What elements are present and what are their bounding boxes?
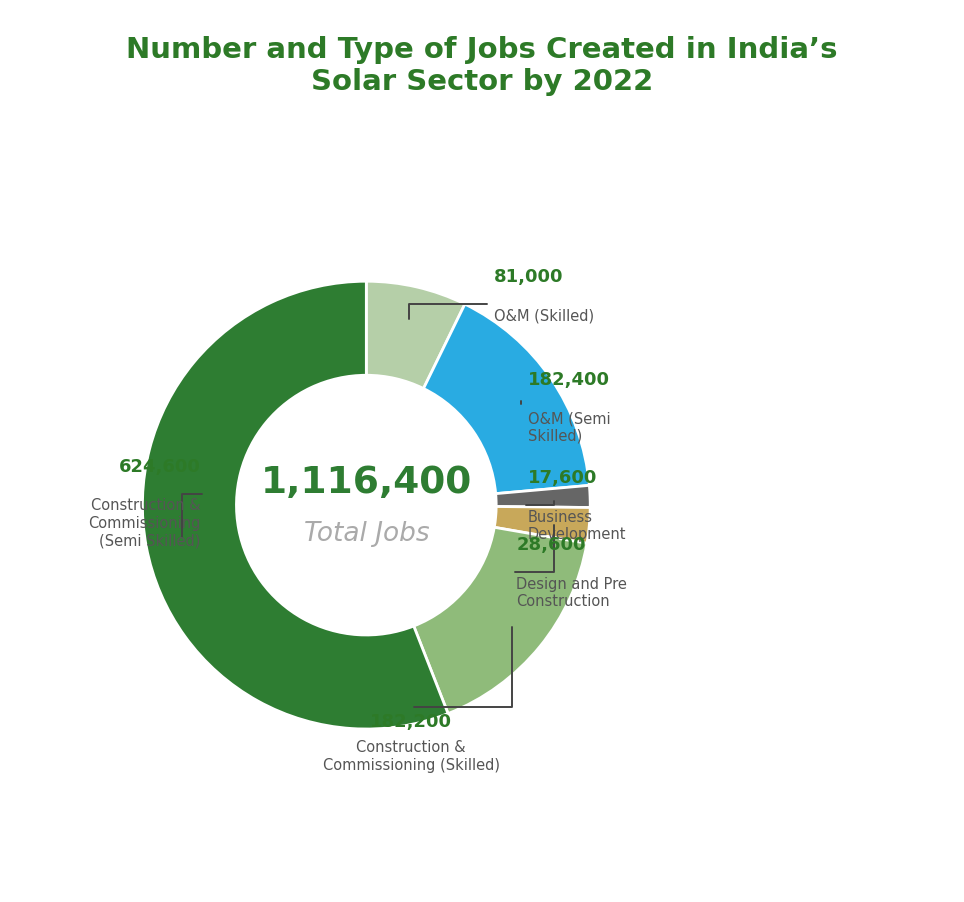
Text: Total Jobs: Total Jobs: [304, 521, 429, 548]
Text: 624,600: 624,600: [119, 458, 201, 476]
Text: O&M (Semi
Skilled): O&M (Semi Skilled): [527, 411, 610, 444]
Text: Construction &
Commissioning
(Semi Skilled): Construction & Commissioning (Semi Skill…: [89, 499, 201, 548]
Text: Design and Pre
Construction: Design and Pre Construction: [517, 576, 628, 609]
Text: O&M (Skilled): O&M (Skilled): [494, 308, 594, 323]
Wedge shape: [423, 304, 589, 493]
Wedge shape: [495, 485, 590, 508]
Wedge shape: [414, 528, 587, 713]
Text: 81,000: 81,000: [494, 268, 563, 286]
Text: 182,200: 182,200: [370, 713, 452, 732]
Text: Construction &
Commissioning (Skilled): Construction & Commissioning (Skilled): [323, 741, 499, 773]
Text: 182,400: 182,400: [527, 371, 609, 389]
Text: 28,600: 28,600: [517, 537, 586, 555]
Wedge shape: [366, 281, 465, 389]
Text: Business
Development: Business Development: [527, 510, 626, 542]
Wedge shape: [143, 281, 448, 729]
Text: 17,600: 17,600: [527, 469, 597, 487]
Wedge shape: [495, 507, 590, 543]
Text: 1,116,400: 1,116,400: [260, 465, 472, 501]
Text: Number and Type of Jobs Created in India’s
Solar Sector by 2022: Number and Type of Jobs Created in India…: [126, 36, 838, 97]
